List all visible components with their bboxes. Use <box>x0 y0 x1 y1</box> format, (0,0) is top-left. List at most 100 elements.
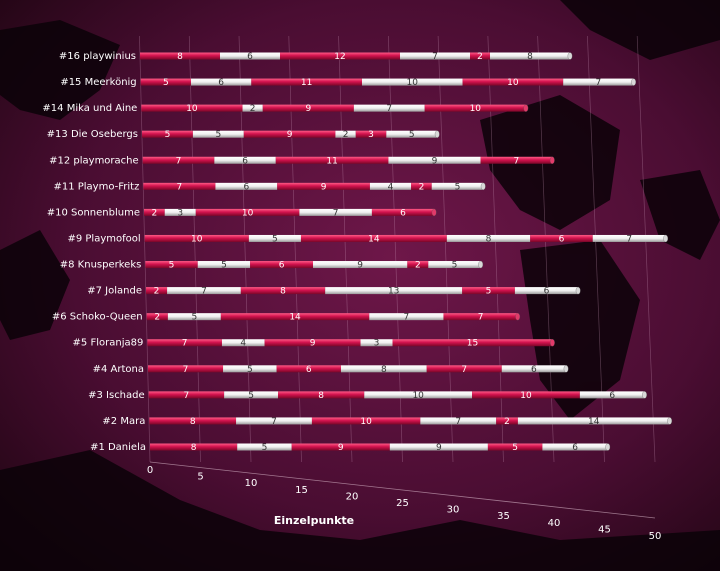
bar-segment: 9 <box>262 104 354 114</box>
bar-segment-body <box>424 104 526 112</box>
bar-segment: 7 <box>299 208 372 218</box>
bar-segment: 13 <box>325 287 463 297</box>
bar-segment-body <box>224 391 279 399</box>
bar-segment-label: 14 <box>588 417 600 427</box>
category-label: #6 Schoko-Queen <box>52 312 143 323</box>
category-label: #5 Floranja89 <box>73 338 144 349</box>
bar-segment: 8 <box>446 234 531 244</box>
bar-segment-body <box>392 339 553 347</box>
bar-segment: 9 <box>389 443 488 453</box>
bar-segment: 10 <box>364 391 473 401</box>
bar-segment-label: 3 <box>177 208 183 218</box>
bar-segment-body <box>470 52 490 60</box>
bars: 8 6 12 7 2 8 5 6 11 10 10 7 10 2 9 7 10 5 5 9 2 3 5 7 6 11 9 7 7 6 9 4 2… <box>140 52 673 453</box>
bar-segment: 14 <box>517 417 670 427</box>
bar-end-cap <box>667 417 673 425</box>
bar-segment-label: 7 <box>333 208 339 218</box>
bar-segment: 5 <box>428 261 481 271</box>
bar-segment-body <box>214 156 276 164</box>
bar-segment-body <box>223 365 277 373</box>
bar-segment-body <box>221 339 265 347</box>
bar-segment: 9 <box>313 261 408 271</box>
bar-segment-body <box>142 156 215 164</box>
bar-segment: 10 <box>424 104 526 114</box>
bar-segment-body <box>389 443 488 451</box>
bar-segment: 8 <box>278 391 365 401</box>
bar-segment-body <box>462 78 564 86</box>
grid-line <box>636 35 656 463</box>
bar-segment-body <box>250 261 314 269</box>
bar-segment: 6 <box>215 182 278 192</box>
bar-segment-body <box>300 234 447 242</box>
bar-segment-label: 10 <box>242 208 254 218</box>
bar-segment-body <box>364 391 473 399</box>
bar-segment-body <box>144 208 165 216</box>
bar-segment-label: 9 <box>321 182 327 192</box>
bar-segment: 5 <box>223 365 277 375</box>
bar-segment: 4 <box>221 339 265 349</box>
bar-segment: 2 <box>411 182 432 192</box>
bar-segment-label: 7 <box>201 287 207 297</box>
bar-segment-label: 10 <box>520 391 532 401</box>
grid-line <box>587 35 605 463</box>
bar-segment-label: 8 <box>280 287 286 297</box>
bar-segment-body <box>215 182 278 190</box>
x-axis-ticks: 0 5 10 15 20 25 30 35 40 45 50 <box>147 465 662 542</box>
bar-segment: 6 <box>542 443 608 453</box>
bar-segment-body <box>280 52 400 60</box>
bar-segment-label: 7 <box>183 365 189 375</box>
bar-segment-label: 7 <box>177 182 183 192</box>
bar-segment-label: 6 <box>306 365 312 375</box>
bar-segment: 9 <box>291 443 390 453</box>
bar-segment-body <box>431 182 484 190</box>
bar-segment: 11 <box>275 156 389 166</box>
bar-segment-label: 6 <box>242 156 248 166</box>
bar-segment-label: 5 <box>215 130 221 140</box>
category-label: #8 Knusperkeks <box>60 260 142 271</box>
bar-segment: 7 <box>142 156 215 166</box>
bar-segment-body <box>264 339 361 347</box>
x-tick-label: 10 <box>245 478 258 489</box>
bar-segment-label: 8 <box>191 443 197 453</box>
bar-segment: 5 <box>167 313 221 323</box>
bar-segment-label: 3 <box>368 130 374 140</box>
bar-row: 8 5 9 9 5 6 <box>150 443 611 453</box>
bar-segment-body <box>411 182 432 190</box>
bar-segment-body <box>299 208 372 216</box>
bar-segment-body <box>428 261 481 269</box>
bar-segment-body <box>462 287 515 295</box>
bar-segment-body <box>146 287 168 295</box>
bar-segment-label: 6 <box>609 391 615 401</box>
bar-segment-body <box>361 78 463 86</box>
bar-segment-label: 2 <box>504 417 510 427</box>
bar-segment: 7 <box>143 182 216 192</box>
bar-segment-body <box>276 365 341 373</box>
category-label: #3 Ischade <box>88 390 145 401</box>
bar-row: 5 6 11 10 10 7 <box>140 78 636 88</box>
bar-segment: 7 <box>400 52 470 62</box>
bar-segment-body <box>237 443 292 451</box>
bar-segment-label: 7 <box>596 78 602 88</box>
category-label: #10 Sonnenblume <box>47 207 140 218</box>
bar-segment-label: 8 <box>381 365 387 375</box>
bar-segment: 14 <box>220 313 370 323</box>
bar-segment-label: 2 <box>477 52 483 62</box>
bar-segment-body <box>242 104 263 112</box>
x-tick-label: 35 <box>497 511 510 522</box>
bar-segment: 3 <box>355 130 387 140</box>
bar-segment-label: 5 <box>221 261 227 271</box>
bar-segment-label: 2 <box>419 182 425 192</box>
bar-segment: 8 <box>490 52 570 62</box>
bar-segment-body <box>197 261 251 269</box>
bar-segment: 7 <box>443 313 518 323</box>
bar-segment-body <box>371 208 435 216</box>
bar-row: 7 6 9 4 2 5 <box>143 182 486 192</box>
bar-segment-body <box>480 156 553 164</box>
bar-segment: 10 <box>361 78 463 88</box>
bar-segment-body <box>400 52 470 60</box>
bar-segment-label: 11 <box>326 156 337 166</box>
bar-segment-body <box>360 339 393 347</box>
category-label: #1 Daniela <box>90 442 146 453</box>
bar-segment: 2 <box>242 104 263 114</box>
bar-segment-body <box>490 52 570 60</box>
